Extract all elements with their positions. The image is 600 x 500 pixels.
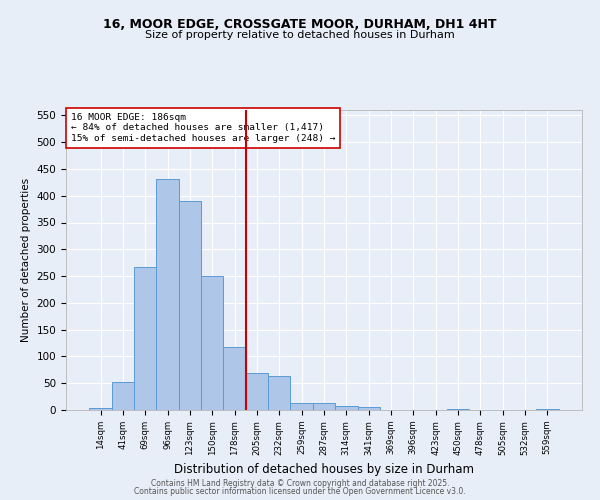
Bar xyxy=(313,403,335,410)
Bar xyxy=(246,372,268,410)
Bar xyxy=(112,382,134,410)
Bar xyxy=(536,409,559,410)
Bar xyxy=(201,276,223,410)
Text: 16, MOOR EDGE, CROSSGATE MOOR, DURHAM, DH1 4HT: 16, MOOR EDGE, CROSSGATE MOOR, DURHAM, D… xyxy=(103,18,497,30)
Bar xyxy=(335,406,358,410)
X-axis label: Distribution of detached houses by size in Durham: Distribution of detached houses by size … xyxy=(174,463,474,476)
Bar xyxy=(89,408,112,410)
Bar xyxy=(223,347,246,410)
Bar xyxy=(157,178,179,410)
Text: Contains HM Land Registry data © Crown copyright and database right 2025.: Contains HM Land Registry data © Crown c… xyxy=(151,478,449,488)
Bar xyxy=(447,409,469,410)
Bar xyxy=(268,376,290,410)
Bar xyxy=(358,408,380,410)
Y-axis label: Number of detached properties: Number of detached properties xyxy=(21,178,31,342)
Bar xyxy=(134,267,157,410)
Bar xyxy=(179,201,201,410)
Text: Size of property relative to detached houses in Durham: Size of property relative to detached ho… xyxy=(145,30,455,40)
Text: 16 MOOR EDGE: 186sqm
← 84% of detached houses are smaller (1,417)
15% of semi-de: 16 MOOR EDGE: 186sqm ← 84% of detached h… xyxy=(71,113,335,143)
Text: Contains public sector information licensed under the Open Government Licence v3: Contains public sector information licen… xyxy=(134,487,466,496)
Bar xyxy=(290,403,313,410)
